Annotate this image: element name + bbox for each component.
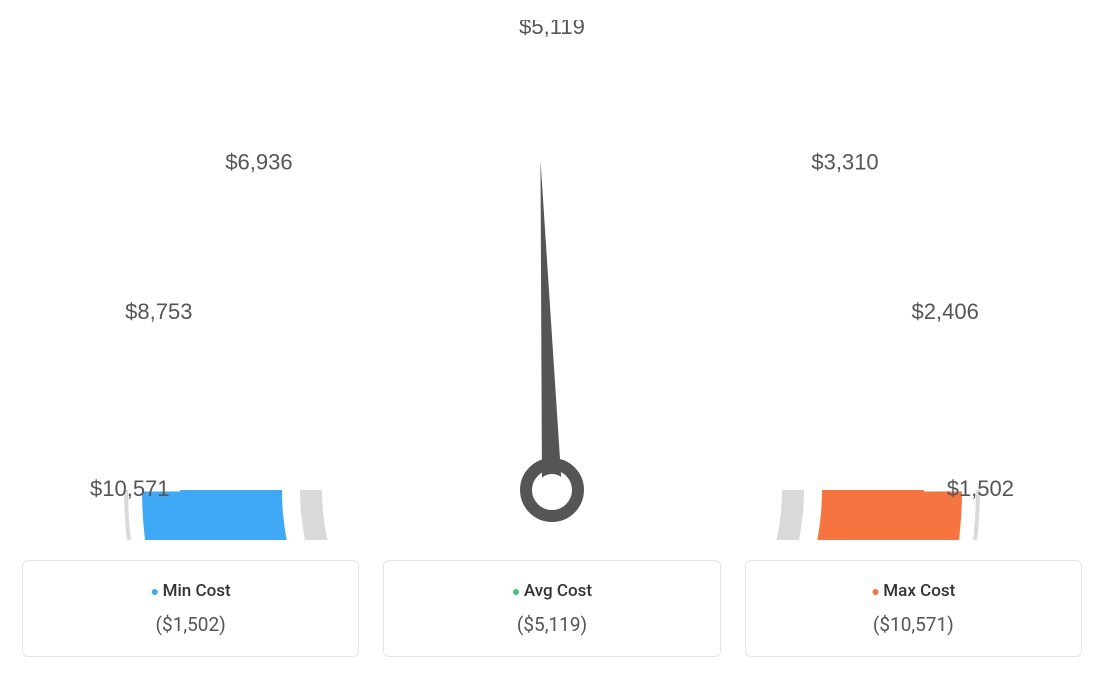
gauge-svg: $1,502 $2,406 $3,310 $5,119 $6,936 $8,753 $10,… [52, 20, 1052, 540]
gauge-tick [262, 200, 289, 227]
max-cost-value: ($10,571) [756, 613, 1071, 636]
min-cost-card: Min Cost ($1,502) [22, 560, 359, 657]
gauge-tick [625, 88, 632, 125]
gauge-tick [694, 111, 709, 146]
gauge-scale-label: $2,406 [912, 299, 979, 324]
gauge-scale-label: $1,502 [947, 476, 1014, 501]
gauge-tick [759, 149, 780, 181]
max-cost-label: Max Cost [756, 581, 1071, 601]
gauge-tick [896, 333, 931, 348]
summary-cards: Min Cost ($1,502) Avg Cost ($5,119) Max … [22, 560, 1082, 657]
gauge-scale-label: $6,936 [225, 149, 292, 174]
chart-container: $1,502 $2,406 $3,310 $5,119 $6,936 $8,753 $10,… [22, 20, 1082, 657]
min-cost-label-text: Min Cost [163, 581, 231, 601]
min-cost-label: Min Cost [33, 581, 348, 601]
gauge-needle [540, 160, 562, 490]
avg-cost-card: Avg Cost ($5,119) [383, 560, 720, 657]
gauge-tick [815, 200, 842, 227]
gauge-scale-label: $10,571 [90, 476, 170, 501]
min-cost-value: ($1,502) [33, 613, 348, 636]
gauge-tick [395, 111, 410, 146]
gauge-tick [173, 333, 208, 348]
avg-cost-value: ($5,119) [394, 613, 709, 636]
gauge-scale-label: $8,753 [125, 299, 192, 324]
max-cost-card: Max Cost ($10,571) [745, 560, 1082, 657]
gauge-tick [324, 149, 345, 181]
gauge-chart: $1,502 $2,406 $3,310 $5,119 $6,936 $8,753 $10,… [22, 20, 1082, 540]
needle-hub-inner [536, 474, 568, 506]
gauge-scale-label: $3,310 [811, 149, 878, 174]
avg-cost-label: Avg Cost [394, 581, 709, 601]
gauge-scale-label: $5,119 [519, 20, 585, 39]
gauge-tick [150, 410, 187, 417]
gauge-tick [917, 410, 954, 417]
gauge-tick [211, 262, 243, 283]
avg-cost-label-text: Avg Cost [524, 581, 592, 601]
gauge-tick [472, 88, 479, 125]
max-cost-label-text: Max Cost [883, 581, 955, 601]
gauge-tick [861, 262, 893, 283]
